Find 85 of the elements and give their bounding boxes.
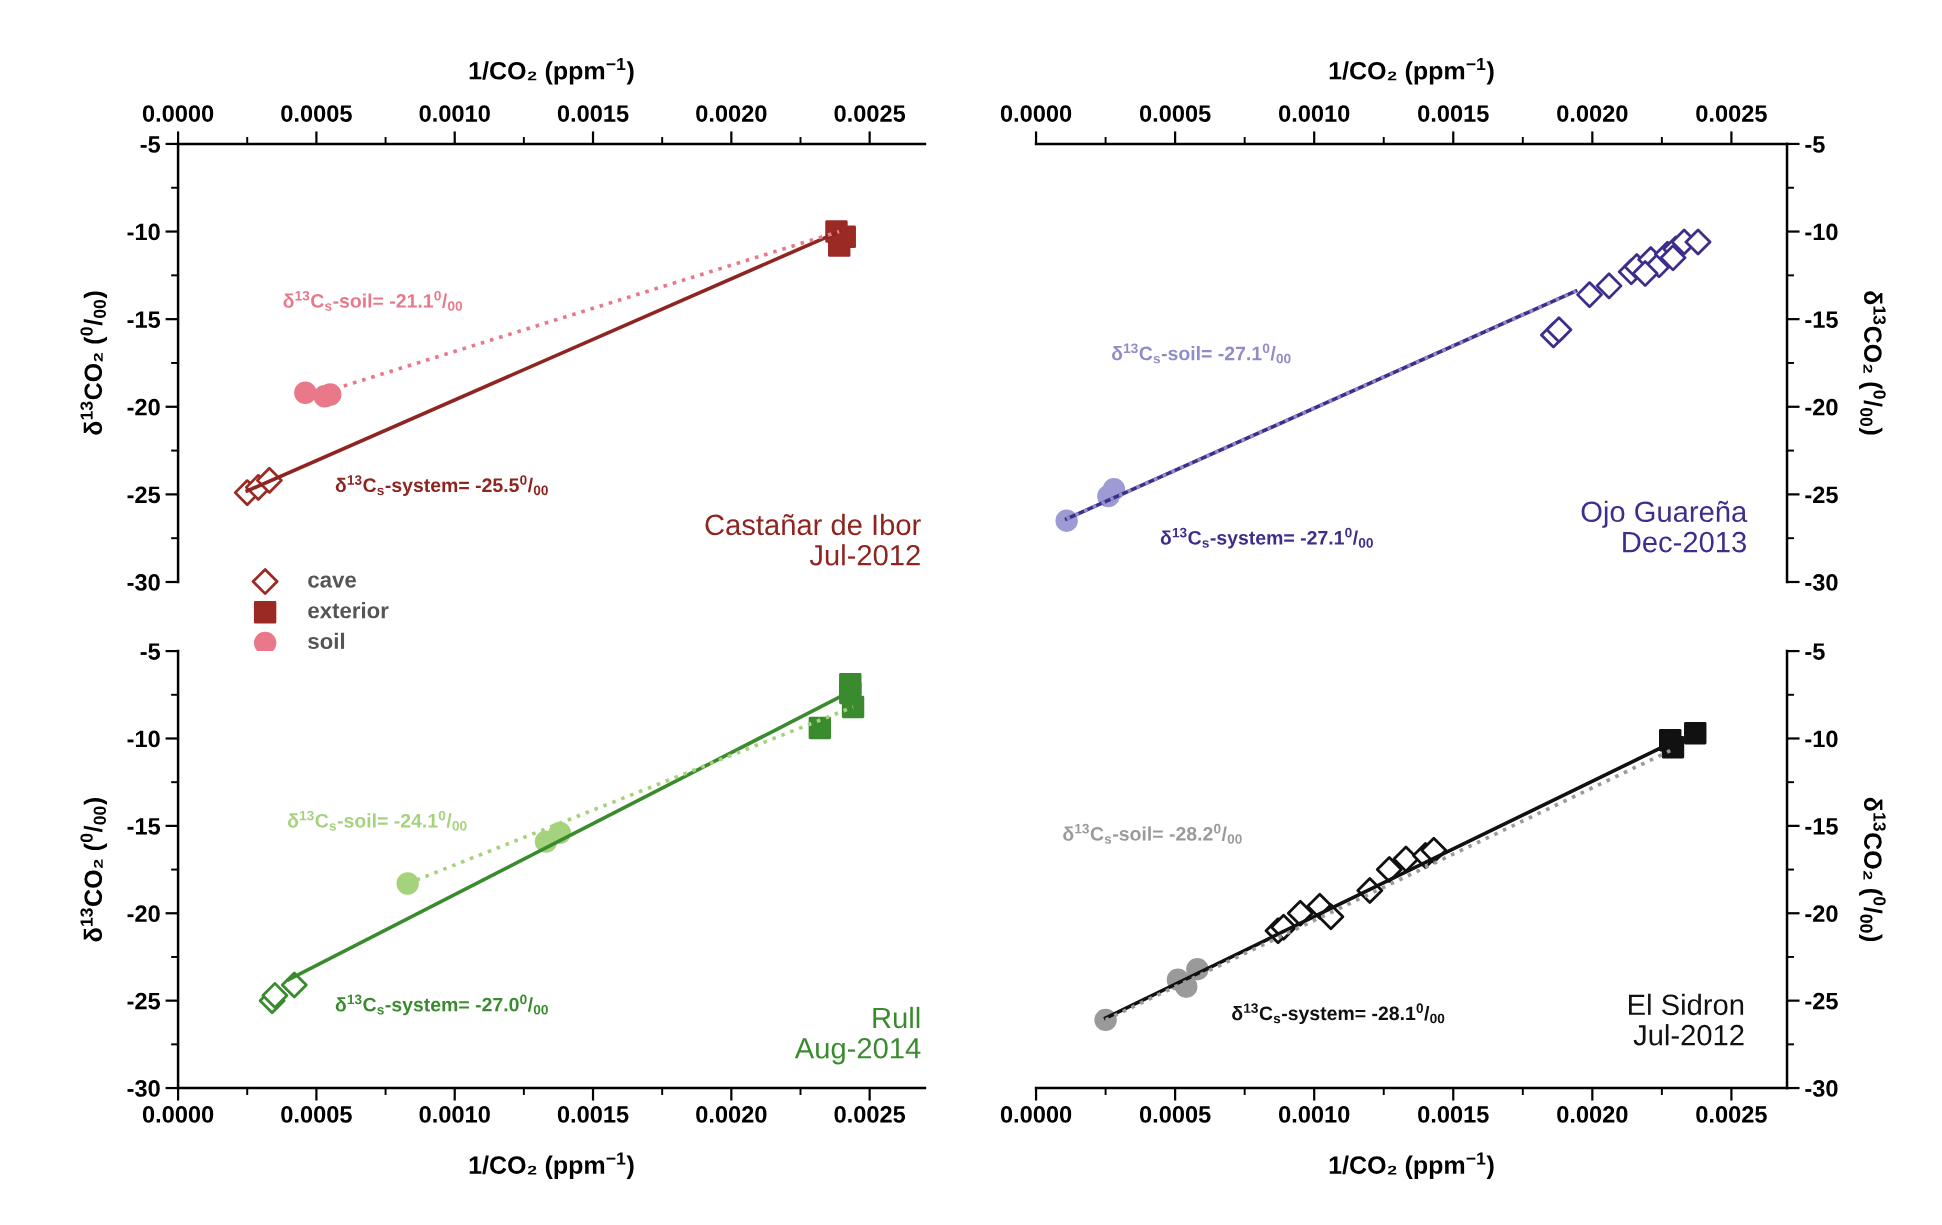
point: [1595, 272, 1623, 300]
x-tick-label: 0.0005: [1139, 105, 1211, 122]
y-tick-label: -25: [1805, 486, 1838, 504]
point: [1631, 260, 1659, 288]
y-tick-label: -20: [1805, 398, 1838, 416]
x-axis-title: 1/CO₂ (ppm$^{−1}$): [1329, 58, 1494, 85]
annotation: δ$^{13}$C$_{s}$-soil= -24.1$^{0}$/$_{00}$: [287, 810, 467, 831]
point: [1684, 228, 1712, 256]
annotation: δ$^{13}$C$_{s}$-soil= -28.2$^{0}$/$_{00}$: [1063, 823, 1242, 844]
annotation: El Sidron Jul-2012: [1629, 993, 1744, 1046]
y-axis-title: δ$^{13}$CO₂ ($^{0}$/$_{00}$): [1859, 291, 1886, 435]
y-tick-label: -25: [127, 486, 161, 504]
x-tick-label: 0.0020: [696, 1106, 767, 1123]
y-tick-label: -30: [127, 574, 160, 591]
y-tick-label: -25: [127, 992, 161, 1010]
point: [1684, 722, 1707, 745]
x-tick-label: 0.0010: [1279, 105, 1350, 122]
annotation: δ$^{13}$C$_{s}$-system= -25.5$^{0}$/$_{00}$: [335, 475, 548, 496]
y-tick-label: -5: [1805, 643, 1825, 660]
x-tick-label: 0.0010: [1279, 1106, 1350, 1123]
y-tick-label: -5: [140, 136, 161, 153]
y-tick-label: -30: [127, 1080, 160, 1097]
x-tick-label: 0.0010: [419, 1106, 490, 1123]
x-tick-label: 0.0005: [1139, 1106, 1211, 1123]
x-tick-label: 0.0005: [281, 105, 352, 122]
x-tick-label: 0.0015: [1418, 1106, 1489, 1123]
y-tick-label: -20: [127, 905, 160, 923]
annotation: Rull Aug-2014: [794, 1006, 921, 1065]
x-tick-label: 0.0025: [1696, 105, 1767, 122]
point: [1576, 281, 1603, 309]
x-tick-label: 0.0025: [834, 105, 906, 122]
x-tick-label: 0.0000: [1000, 105, 1072, 122]
legend-label: cave: [308, 575, 357, 588]
point: [261, 981, 289, 1009]
x-tick-label: 0.0025: [834, 1106, 906, 1123]
annotation: δ$^{13}$C$_{s}$-system= -27.0$^{0}$/$_{00}$: [335, 994, 548, 1016]
annotation: Ojo Guareña Dec-2013: [1581, 500, 1748, 553]
x-axis-title: 1/CO₂ (ppm$^{−1}$): [1329, 1152, 1494, 1179]
y-tick-label: -10: [1805, 223, 1838, 241]
x-tick-label: 0.0025: [1696, 1106, 1767, 1123]
point: [396, 872, 419, 895]
y-tick-label: -15: [1805, 311, 1838, 328]
y-tick-label: -20: [1805, 905, 1838, 923]
annotation: δ$^{13}$C$_{s}$-soil= -27.1$^{0}$/$_{00}$: [1111, 343, 1291, 364]
point: [841, 695, 865, 719]
x-axis-title: 1/CO₂ (ppm$^{−1}$): [469, 58, 634, 85]
legend-label: exterior: [308, 602, 389, 619]
x-tick-label: 0.0020: [1557, 105, 1628, 122]
y-axis-title: δ$^{13}$CO₂ ($^{0}$/$_{00}$): [80, 798, 108, 942]
x-axis-title: 1/CO₂ (ppm$^{−1}$): [469, 1152, 634, 1179]
y-tick-label: -10: [127, 730, 160, 748]
x-tick-label: 0.0010: [419, 105, 490, 122]
annotation: δ$^{13}$C$_{s}$-system= -27.1$^{0}$/$_{00}$: [1160, 527, 1373, 549]
x-tick-label: 0.0000: [142, 105, 214, 122]
y-tick-label: -15: [1805, 818, 1838, 835]
x-tick-label: 0.0015: [557, 1106, 629, 1123]
x-tick-label: 0.0000: [1000, 1106, 1072, 1123]
annotation: δ$^{13}$C$_{s}$-soil= -21.1$^{0}$/$_{00}$: [283, 290, 463, 311]
x-tick-label: 0.0020: [696, 105, 767, 122]
point: [1659, 244, 1687, 272]
y-tick-label: -10: [1805, 730, 1838, 748]
y-axis-title: δ$^{13}$CO₂ ($^{0}$/$_{00}$): [80, 291, 108, 435]
point: [1375, 856, 1403, 883]
x-tick-label: 0.0020: [1557, 1106, 1628, 1123]
y-tick-label: -20: [127, 398, 160, 416]
y-tick-label: -15: [127, 311, 161, 328]
y-axis-title: δ$^{13}$CO₂ ($^{0}$/$_{00}$): [1859, 797, 1886, 942]
y-tick-label: -30: [1805, 574, 1838, 591]
x-tick-label: 0.0005: [281, 1106, 352, 1123]
x-tick-label: 0.0015: [1418, 105, 1489, 122]
x-tick-label: 0.0015: [557, 105, 629, 122]
y-tick-label: -5: [1805, 136, 1825, 153]
x-tick-label: 0.0000: [142, 1106, 214, 1123]
y-tick-label: -30: [1805, 1080, 1838, 1097]
point: [1392, 845, 1420, 873]
point: [1545, 316, 1573, 344]
y-tick-label: -15: [127, 818, 161, 835]
y-tick-label: -10: [127, 223, 160, 241]
point: [808, 716, 832, 740]
y-tick-label: -25: [1805, 992, 1838, 1010]
annotation: δ$^{13}$C$_{s}$-system= -28.1$^{0}$/$_{00}$: [1232, 1003, 1445, 1025]
annotation: Castañar de Ibor Jul-2012: [705, 513, 921, 566]
point: [294, 381, 317, 404]
legend-label: soil: [308, 632, 345, 650]
y-tick-label: -5: [140, 643, 161, 660]
